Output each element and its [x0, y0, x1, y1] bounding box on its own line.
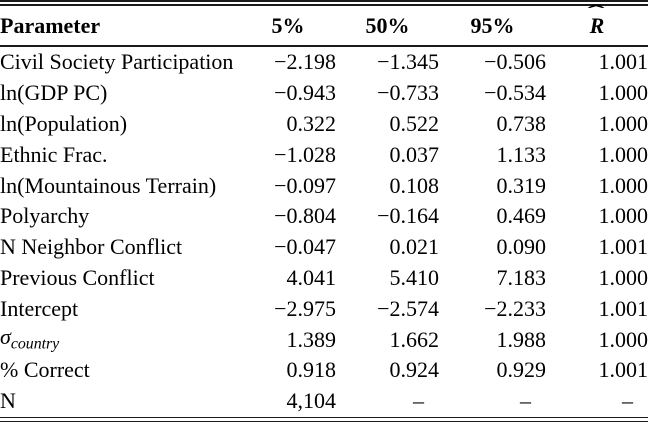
cell-95pct: 1.988 — [496, 326, 547, 352]
cell-95pct: −0.534 — [484, 80, 546, 106]
cell-95pct: 0.929 — [496, 357, 547, 383]
cell-50pct: 1.662 — [389, 326, 440, 352]
table-row: % Correct 0.918 0.924 0.929 1.001 — [0, 355, 648, 386]
table-row: ln(GDP PC) −0.943 −0.733 −0.534 1.000 — [0, 78, 648, 109]
cell-5pct: 4.041 — [286, 264, 337, 290]
cell-50pct: 0.924 — [389, 357, 440, 383]
sigma-subscript: country — [10, 335, 60, 353]
table-row: Previous Conflict 4.041 5.410 7.183 1.00… — [0, 263, 648, 294]
cell-95pct: 0.738 — [496, 110, 547, 136]
cell-50pct: 0.037 — [389, 141, 440, 167]
sigma-symbol: σ — [0, 324, 11, 350]
cell-parameter: N Neighbor Conflict — [0, 234, 183, 260]
cell-50pct: −1.345 — [377, 49, 439, 75]
cell-rhat: 1.001 — [598, 234, 648, 260]
cell-5pct: 4,104 — [286, 388, 337, 414]
rhat-base-letter: R — [589, 12, 605, 38]
cell-parameter: ln(GDP PC) — [0, 80, 108, 106]
cell-rhat: 1.000 — [598, 203, 648, 229]
cell-50pct: 0.522 — [389, 110, 440, 136]
cell-5pct: −2.975 — [274, 295, 336, 321]
cell-rhat: 1.001 — [598, 295, 648, 321]
table-row: N Neighbor Conflict −0.047 0.021 0.090 1… — [0, 232, 648, 263]
table-row-n-observations: N 4,104 – – – — [0, 386, 648, 417]
cell-5pct: −0.097 — [274, 172, 336, 198]
cell-rhat: 1.000 — [598, 110, 648, 136]
cell-5pct: 0.322 — [286, 110, 337, 136]
cell-parameter: Ethnic Frac. — [0, 141, 108, 167]
cell-95pct: −0.506 — [484, 49, 546, 75]
col-header-5pct: 5% — [240, 6, 336, 47]
cell-rhat: 1.000 — [598, 172, 648, 198]
cell-50pct: 0.021 — [389, 234, 440, 260]
cell-5pct: 0.918 — [286, 357, 337, 383]
cell-rhat: 1.000 — [598, 141, 648, 167]
bottom-double-rule — [0, 416, 648, 422]
cell-parameter: N — [0, 388, 16, 414]
table-row: ln(Mountainous Terrain) −0.097 0.108 0.3… — [0, 170, 648, 201]
col-header-parameter: Parameter — [0, 6, 240, 47]
cell-parameter: ln(Mountainous Terrain) — [0, 172, 217, 198]
rhat-hat-accent: ˆ — [587, 0, 605, 26]
cell-95pct: −2.233 — [484, 295, 546, 321]
cell-rhat: 1.000 — [598, 326, 648, 352]
cell-5pct: 1.389 — [286, 326, 337, 352]
table-row: Intercept −2.975 −2.574 −2.233 1.001 — [0, 293, 648, 324]
table-row: ln(Population) 0.322 0.522 0.738 1.000 — [0, 109, 648, 140]
col-header-95pct: 95% — [439, 6, 546, 47]
table-row-sigma-country: σcountry 1.389 1.662 1.988 1.000 — [0, 324, 648, 355]
cell-parameter: Intercept — [0, 295, 79, 321]
cell-parameter: Polyarchy — [0, 203, 90, 229]
cell-rhat: 1.001 — [598, 357, 648, 383]
cell-95pct: 0.090 — [496, 234, 547, 260]
cell-parameter-sigma: σcountry — [0, 324, 240, 355]
cell-rhat: 1.000 — [598, 80, 648, 106]
cell-5pct: −0.943 — [274, 80, 336, 106]
cell-parameter: Civil Society Participation — [0, 49, 234, 75]
cell-50pct: 0.108 — [389, 172, 440, 198]
cell-95pct-dash: – — [520, 388, 531, 414]
table-row: Polyarchy −0.804 −0.164 0.469 1.000 — [0, 201, 648, 232]
table-row: Civil Society Participation −2.198 −1.34… — [0, 46, 648, 78]
cell-rhat: 1.001 — [598, 49, 648, 75]
cell-rhat: 1.000 — [598, 264, 648, 290]
cell-50pct: 5.410 — [389, 264, 440, 290]
cell-95pct: 7.183 — [496, 264, 547, 290]
cell-50pct-dash: – — [413, 388, 424, 414]
cell-95pct: 0.469 — [496, 203, 547, 229]
top-double-rule — [0, 0, 648, 6]
cell-5pct: −1.028 — [274, 141, 336, 167]
cell-rhat-dash: – — [622, 388, 633, 414]
cell-5pct: −2.198 — [274, 49, 336, 75]
cell-parameter: Previous Conflict — [0, 264, 155, 290]
cell-50pct: −0.164 — [377, 203, 439, 229]
col-header-50pct: 50% — [336, 6, 439, 47]
cell-50pct: −2.574 — [377, 295, 439, 321]
cell-5pct: −0.804 — [274, 203, 336, 229]
cell-5pct: −0.047 — [274, 234, 336, 260]
cell-95pct: 1.133 — [496, 141, 547, 167]
cell-parameter: % Correct — [0, 357, 90, 383]
cell-parameter: ln(Population) — [0, 110, 128, 136]
cell-50pct: −0.733 — [377, 80, 439, 106]
cell-95pct: 0.319 — [496, 172, 547, 198]
table-row: Ethnic Frac. −1.028 0.037 1.133 1.000 — [0, 139, 648, 170]
